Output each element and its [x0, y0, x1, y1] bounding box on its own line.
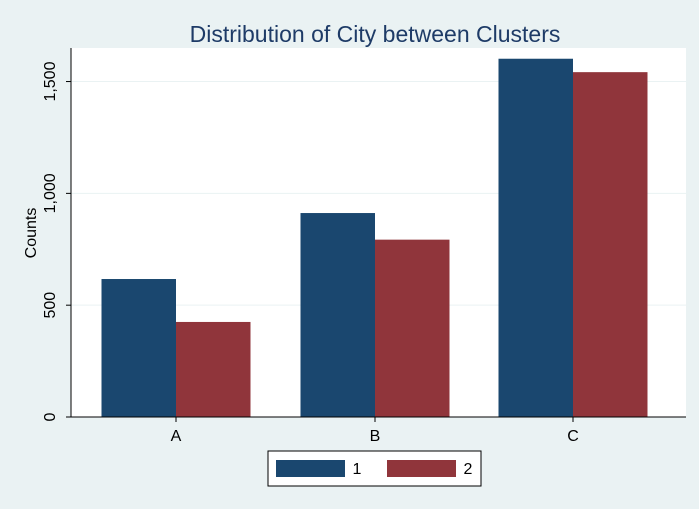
x-tick-label: B: [370, 428, 381, 445]
legend-swatch-1: [276, 460, 345, 477]
y-tick-label: 0: [42, 412, 59, 421]
legend-label-1: 1: [353, 461, 362, 478]
bar-A-series-1: [101, 279, 176, 417]
y-axis-label: Counts: [23, 208, 40, 259]
legend-label-2: 2: [464, 461, 473, 478]
x-tick-label: C: [567, 428, 579, 445]
x-axis-ticks: A B C: [171, 417, 579, 445]
y-axis-ticks: 0 500 1,000 1,500: [42, 61, 71, 421]
bar-B-series-2: [375, 239, 450, 417]
legend-swatch-2: [387, 460, 456, 477]
y-tick-label: 1,000: [42, 173, 59, 213]
y-tick-label: 1,500: [42, 61, 59, 101]
bar-C-series-2: [573, 72, 648, 418]
x-tick-label: A: [171, 428, 182, 445]
bar-B-series-1: [300, 213, 375, 417]
bars: [101, 58, 648, 418]
bar-C-series-1: [498, 58, 573, 417]
y-tick-label: 500: [42, 292, 59, 319]
chart-title: Distribution of City between Clusters: [190, 21, 561, 47]
bar-A-series-2: [176, 321, 251, 417]
